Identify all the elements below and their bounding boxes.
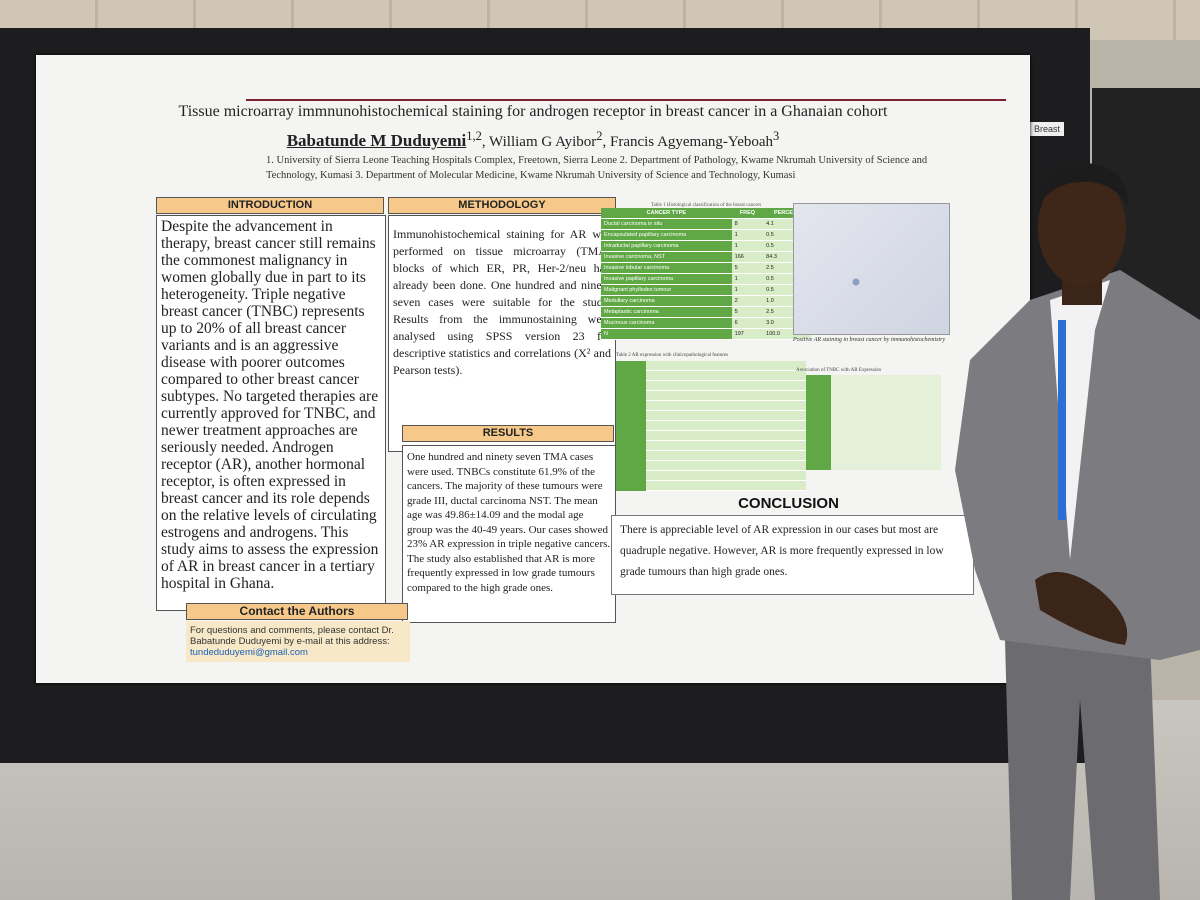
table-cell: N	[601, 328, 732, 340]
author-name: Babatunde M Duduyemi	[286, 131, 467, 150]
figure-caption: Positive AR staining in breast cancer by…	[793, 337, 946, 343]
section-body: Despite the advancement in therapy, brea…	[156, 215, 386, 611]
table-row: Ductal carcinoma in situ 8 4.1	[601, 218, 811, 230]
table-cell: 0.5	[763, 229, 811, 241]
table-cell: Ductal carcinoma in situ	[601, 218, 732, 230]
section-heading: CONCLUSION	[738, 495, 839, 512]
table-cell: 5	[731, 262, 764, 274]
table-row: Malignant phyllodes tumour 1 0.5	[601, 284, 811, 296]
table	[806, 375, 941, 470]
email-link[interactable]: tundeduduyemi@gmail.com	[190, 647, 308, 658]
table	[616, 361, 806, 491]
poster: Tissue microarray immnunohistochemical s…	[36, 55, 1030, 683]
contact-text: For questions and comments, please conta…	[190, 625, 394, 647]
authors: Babatunde M Duduyemi1,2, William G Ayibo…	[36, 129, 1030, 151]
table-grid: CANCER TYPE FREQ PERCENT Ductal carcinoma i…	[601, 208, 811, 340]
table-cell: 0.5	[763, 240, 811, 252]
hair	[1038, 162, 1128, 205]
table-row: Encapsulated papillary carcinoma 1 0.5	[601, 229, 811, 241]
table-caption: Association of TNBC with AR Expression	[796, 368, 882, 373]
table-cell: 1	[731, 229, 764, 241]
table-cell: 166	[731, 251, 764, 263]
trousers	[1005, 640, 1160, 900]
section-heading: RESULTS	[402, 425, 614, 442]
table-cell: 0.5	[763, 273, 811, 285]
column-header: PERCENT	[763, 208, 811, 219]
column-header: FREQ	[731, 208, 764, 219]
table-cell: Malignant phyllodes tumour	[601, 284, 732, 296]
title-rule	[246, 99, 1006, 101]
author-name: , Francis Agyemang-Yeboah	[602, 134, 774, 150]
table-row: Mucinous carcinoma 6 3.0	[601, 317, 811, 329]
table-cell: Intraductal papillary carcinoma	[601, 240, 732, 252]
table-cell: 1.0	[763, 295, 811, 307]
table-row: Invasive lobular carcinoma 5 2.5	[601, 262, 811, 274]
table-cell: 2.5	[763, 306, 811, 318]
table-cell: 1	[731, 284, 764, 296]
table-header: CANCER TYPE FREQ PERCENT	[601, 208, 811, 219]
table-cell: 100.0	[763, 328, 811, 340]
section-body: Immunohistochemical staining for AR was …	[388, 215, 616, 452]
table-cell: 1	[731, 273, 764, 285]
column-header: CANCER TYPE	[601, 208, 732, 219]
table-body: Ductal carcinoma in situ 8 4.1 Encapsulated…	[601, 218, 811, 340]
table-cell: Invasive papillary carcinoma	[601, 273, 732, 285]
section-heading: METHODOLOGY	[388, 197, 616, 214]
table-cell: 2.5	[763, 262, 811, 274]
table-row: Intraductal papillary carcinoma 1 0.5	[601, 240, 811, 252]
table-cell: 6	[731, 317, 764, 329]
table-cell: 4.1	[763, 218, 811, 230]
table-cell: 0.5	[763, 284, 811, 296]
author-affiliation: 2	[596, 129, 603, 143]
affiliations: 1. University of Sierra Leone Teaching H…	[266, 155, 928, 181]
table-cell: Invasive lobular carcinoma	[601, 262, 732, 274]
lanyard	[1058, 320, 1066, 520]
author-affiliation: 1,2	[466, 129, 482, 143]
table-row: Medullary carcinoma 2 1.0	[601, 295, 811, 307]
table-row: Invasive carcinoma, NST 166 84.3	[601, 251, 811, 263]
table-cell: Metaplastic carcinoma	[601, 306, 732, 318]
table-cell: 197	[731, 328, 764, 340]
author-name: , William G Ayibor	[481, 134, 597, 150]
table-cell: 3.0	[763, 317, 811, 329]
table-caption: Table 1 Histological classification of t…	[650, 203, 762, 208]
table-caption: Table 2 AR expression with clinicopathol…	[616, 353, 729, 358]
section-body: One hundred and ninety seven TMA cases w…	[402, 445, 616, 623]
table-row: Metaplastic carcinoma 5 2.5	[601, 306, 811, 318]
hands	[1035, 572, 1128, 645]
table-cell: Encapsulated papillary carcinoma	[601, 229, 732, 241]
section-body: There is appreciable level of AR express…	[611, 515, 974, 595]
table-row: N 197 100.0	[601, 328, 811, 340]
table-cell: Mucinous carcinoma	[601, 317, 732, 329]
table-cell: 5	[731, 306, 764, 318]
table-cell: 8	[731, 218, 764, 230]
contact-box: For questions and comments, please conta…	[186, 621, 410, 662]
table-row: Invasive papillary carcinoma 1 0.5	[601, 273, 811, 285]
section-heading: INTRODUCTION	[156, 197, 384, 214]
micrograph	[793, 203, 950, 335]
author-affiliation: 3	[773, 129, 780, 143]
head	[1038, 170, 1126, 286]
section-heading: Contact the Authors	[186, 603, 408, 620]
table-cell: 2	[731, 295, 764, 307]
table-cell: 84.3	[763, 251, 811, 263]
table-cell: 1	[731, 240, 764, 252]
table-cell: Medullary carcinoma	[601, 295, 732, 307]
table: Table 1 Histological classification of t…	[601, 203, 811, 340]
board-tag: Breast	[1030, 122, 1065, 136]
poster-title: Tissue microarray immnunohistochemical s…	[178, 103, 888, 120]
table-cell: Invasive carcinoma, NST	[601, 251, 732, 263]
